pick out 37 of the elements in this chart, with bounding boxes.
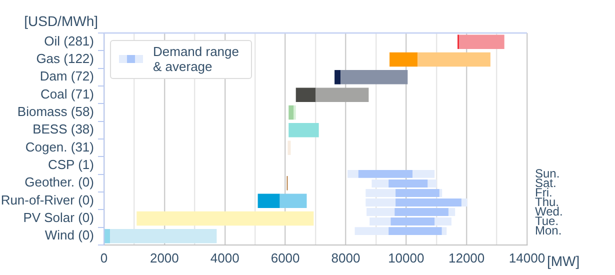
bar	[136, 211, 314, 226]
y-tick-label: Coal (71)	[40, 86, 94, 102]
bar	[258, 194, 280, 208]
y-tick-label: Gas (122)	[36, 51, 94, 66]
y-tick-label: Wind (0)	[44, 228, 94, 243]
y-tick-label: Geother. (0)	[24, 174, 94, 190]
x-tick-label: 12000	[448, 250, 485, 266]
y-tick-label: BESS (38)	[32, 122, 94, 137]
bar	[296, 88, 316, 102]
legend-label: Demand range & average	[153, 44, 240, 74]
y-tick-label: PV Solar (0)	[23, 210, 94, 226]
x-tick-label: 0	[100, 250, 108, 266]
bar	[459, 34, 504, 49]
y-tick-label: Run-of-River (0)	[0, 192, 94, 208]
x-axis-title: [MW]	[547, 252, 580, 269]
bar	[340, 70, 408, 84]
y-tick-label: Biomass (58)	[17, 104, 94, 120]
x-tick-label: 10000	[388, 250, 424, 266]
x-tick-label: 8000	[331, 250, 360, 266]
bar	[110, 229, 217, 244]
x-tick-label: 4000	[210, 250, 240, 266]
bar	[418, 52, 490, 67]
x-tick-label: 2000	[150, 250, 179, 266]
bar	[316, 88, 369, 102]
y-tick-label: Oil (281)	[44, 33, 94, 48]
y-tick-label: Cogen. (31)	[25, 139, 94, 154]
bar	[288, 105, 294, 120]
bar	[104, 229, 110, 244]
bar	[390, 52, 418, 67]
bar	[334, 70, 341, 84]
y-axis-title: [USD/MWh]	[24, 12, 98, 29]
bar	[280, 194, 307, 208]
bar	[288, 123, 319, 138]
x-tick-label: 6000	[270, 250, 300, 266]
y-tick-label: CSP (1)	[48, 157, 94, 172]
y-tick-label: Dam (72)	[40, 68, 94, 84]
x-tick-label: 14000	[508, 250, 546, 266]
